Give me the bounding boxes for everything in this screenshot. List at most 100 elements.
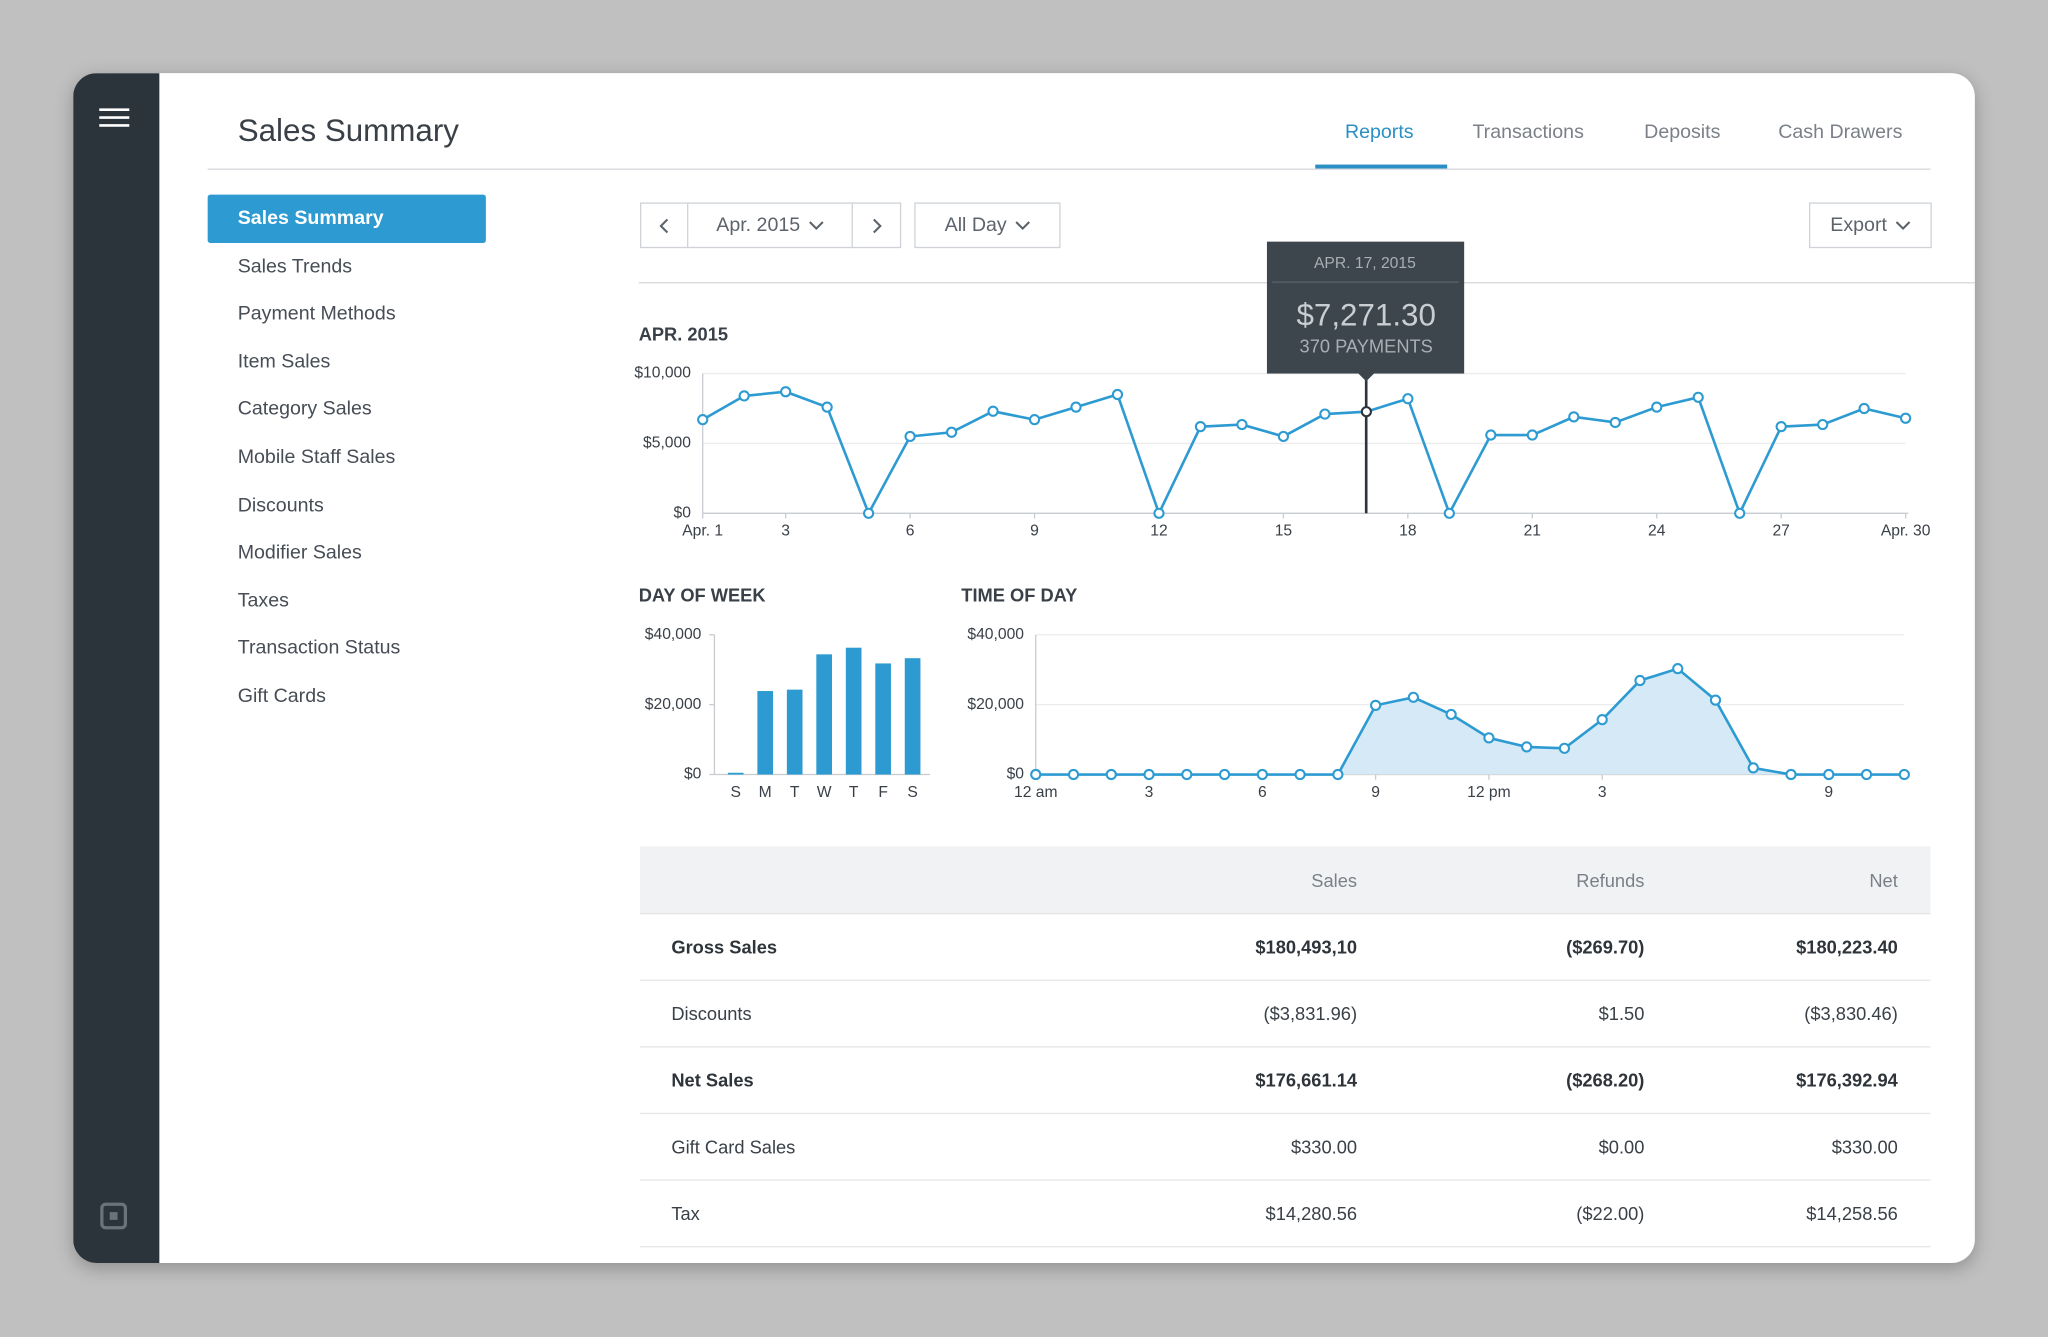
x-tick-label: 12 pm: [1467, 784, 1511, 801]
x-tick-label: 6: [906, 523, 915, 540]
export-dropdown[interactable]: Export: [1808, 202, 1932, 249]
app-window: Sales Summary Reports Transactions Deposit…: [73, 73, 1975, 1264]
x-tick-label: 21: [1524, 523, 1541, 540]
export-label: Export: [1830, 214, 1887, 237]
point: [1402, 393, 1414, 405]
row-label: Gross Sales: [671, 936, 778, 958]
table-row: Tax $14,280.56 ($22.00) $14,258.56: [639, 1181, 1931, 1248]
menu-icon[interactable]: [99, 108, 130, 127]
point: [904, 430, 916, 443]
sidebar: [73, 73, 160, 1264]
x-tick-label: F: [878, 784, 888, 801]
y-tick-label: $5,000: [643, 435, 691, 452]
point: [1734, 507, 1746, 519]
point: [697, 414, 709, 426]
x-tick-label: T: [849, 784, 859, 801]
nav-item[interactable]: Sales Summary: [237, 207, 384, 230]
table-value: $14,258.56: [1806, 1202, 1898, 1224]
nav-item[interactable]: Item Sales: [237, 350, 331, 373]
point: [1483, 732, 1495, 744]
page-title: Sales Summary: [237, 113, 459, 149]
next-button[interactable]: [851, 202, 902, 249]
tooltip-payments: 370 PAYMENTS: [1300, 335, 1433, 356]
y-tick-label: $40,000: [967, 626, 1024, 643]
period-label: Apr. 2015: [716, 214, 801, 237]
nav-active-bg: [207, 194, 486, 243]
x-tick-label: S: [730, 784, 740, 801]
nav-item[interactable]: Transaction Status: [237, 637, 401, 660]
time-dropdown[interactable]: All Day: [914, 202, 1061, 249]
y-tick-label: $10,000: [634, 365, 691, 382]
y-tick-label: $0: [684, 766, 702, 783]
table-value: $330.00: [1290, 1136, 1358, 1158]
point: [1785, 768, 1797, 781]
point: [1194, 421, 1207, 433]
point: [1153, 507, 1165, 519]
point: [1319, 408, 1331, 420]
point: [1360, 406, 1372, 418]
tooltip-value: $7,271.30: [1297, 298, 1436, 333]
bar: [904, 658, 921, 775]
point: [1526, 429, 1538, 441]
table-value: $14,280.56: [1265, 1202, 1358, 1224]
x-tick-label: 3: [1145, 784, 1154, 801]
tab[interactable]: Deposits: [1644, 120, 1721, 144]
table-row: Discounts ($3,831.96) $1.50 ($3,830.46): [639, 981, 1931, 1048]
point: [1256, 768, 1268, 781]
point: [1521, 741, 1533, 753]
bar: [727, 772, 744, 775]
point: [1111, 388, 1124, 401]
nav-item[interactable]: Modifier Sales: [237, 541, 362, 564]
point: [1445, 708, 1457, 721]
point: [1294, 768, 1306, 781]
table-value: $0.00: [1598, 1136, 1645, 1158]
row-label: Gift Card Sales: [671, 1136, 796, 1158]
bar: [845, 647, 862, 775]
point: [1277, 430, 1290, 443]
point: [1067, 768, 1080, 781]
x-tick-label: 9: [1824, 784, 1833, 801]
point: [1236, 418, 1248, 431]
tab[interactable]: Reports: [1344, 120, 1414, 144]
table-value: $1.50: [1598, 1003, 1645, 1024]
tooltip-date: APR. 17, 2015: [1314, 255, 1416, 272]
table-value: ($3,831.96): [1263, 1003, 1358, 1024]
table-value: ($3,830.46): [1804, 1003, 1898, 1024]
tab[interactable]: Cash Drawers: [1778, 120, 1903, 144]
point: [1218, 768, 1231, 781]
point: [1105, 768, 1117, 781]
table-value: $330.00: [1831, 1136, 1898, 1158]
point: [1370, 699, 1382, 711]
area-fill: [1035, 668, 1905, 775]
nav-item[interactable]: Payment Methods: [237, 302, 396, 325]
point: [1898, 768, 1910, 781]
x-tick-label: S: [907, 784, 917, 801]
point: [1485, 429, 1497, 441]
nav-item[interactable]: Discounts: [237, 493, 324, 517]
point: [780, 386, 792, 398]
row-label: Discounts: [671, 1003, 752, 1024]
nav-item[interactable]: Mobile Staff Sales: [237, 446, 396, 469]
logo-icon: [100, 1202, 128, 1230]
column-header: Sales: [1311, 869, 1358, 891]
nav-item[interactable]: Gift Cards: [237, 685, 326, 708]
x-tick-label: 6: [1258, 784, 1267, 801]
point: [1817, 418, 1829, 431]
y-tick-label: $20,000: [645, 696, 702, 713]
bar: [757, 691, 774, 775]
period-dropdown[interactable]: Apr. 2015: [687, 202, 853, 249]
nav-item[interactable]: Sales Trends: [237, 254, 353, 278]
y-tick-label: $0: [1007, 766, 1025, 783]
x-tick-label: 3: [781, 523, 790, 540]
nav-item[interactable]: Category Sales: [237, 398, 372, 421]
point: [1709, 694, 1722, 706]
tab[interactable]: Transactions: [1472, 120, 1584, 144]
point: [1558, 742, 1571, 754]
nav-item[interactable]: Taxes: [237, 589, 289, 612]
header-rule: [207, 168, 1931, 170]
x-tick-label: 12: [1150, 523, 1167, 540]
x-tick-label: T: [790, 784, 800, 801]
table-value: $176,392.94: [1796, 1069, 1898, 1091]
